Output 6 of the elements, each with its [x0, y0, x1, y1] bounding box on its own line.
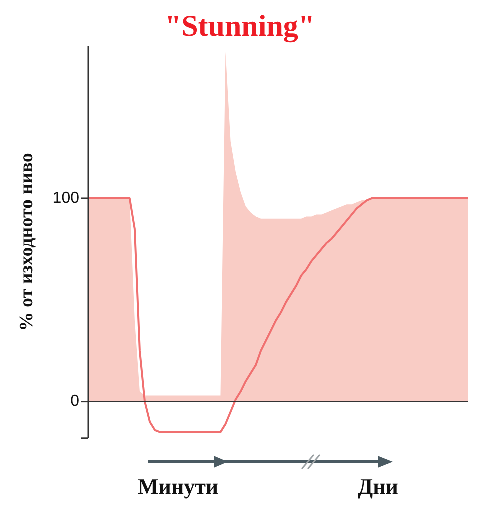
- y-tick-label: 0: [70, 393, 80, 410]
- chart-title: "Stunning": [164, 10, 316, 43]
- text: Минути: [138, 474, 219, 500]
- text: Дни: [358, 474, 398, 500]
- y-axis-title: % от изходното ниво: [16, 153, 38, 332]
- y-tick-label: 100: [52, 190, 80, 207]
